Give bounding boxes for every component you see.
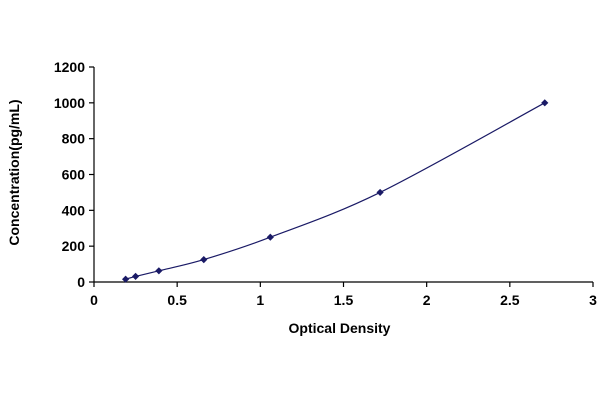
y-tick-label: 200	[62, 238, 86, 254]
axes	[93, 67, 593, 283]
data-point	[266, 233, 274, 241]
data-point	[122, 275, 130, 283]
data-point	[200, 256, 208, 264]
y-axis-ticks: 0 200 400 600 800 1000 1200	[54, 59, 94, 290]
y-tick-label: 600	[62, 167, 86, 183]
x-tick-label: 1.5	[334, 292, 354, 308]
y-tick-label: 1000	[54, 95, 85, 111]
x-tick-label: 2.5	[500, 292, 520, 308]
data-point	[131, 272, 140, 281]
y-tick-label: 1200	[54, 59, 85, 75]
data-point	[155, 267, 163, 275]
data-point	[541, 99, 549, 107]
x-tick-label: 1	[256, 292, 264, 308]
fit-curve	[125, 102, 546, 280]
x-tick-label: 0	[90, 292, 98, 308]
data-point	[376, 188, 384, 197]
x-axis-ticks: 0 0.5 1 1.5 2 2.5 3	[90, 282, 597, 308]
y-axis-title: Concentration(pg/mL)	[6, 99, 22, 245]
x-axis-title: Optical Density	[289, 320, 391, 336]
data-series	[122, 99, 549, 283]
y-tick-label: 400	[62, 202, 86, 218]
x-tick-label: 2	[423, 292, 431, 308]
y-tick-label: 800	[62, 131, 86, 147]
x-tick-label: 0.5	[167, 292, 187, 308]
x-tick-label: 3	[589, 292, 597, 308]
y-tick-label: 0	[77, 274, 85, 290]
